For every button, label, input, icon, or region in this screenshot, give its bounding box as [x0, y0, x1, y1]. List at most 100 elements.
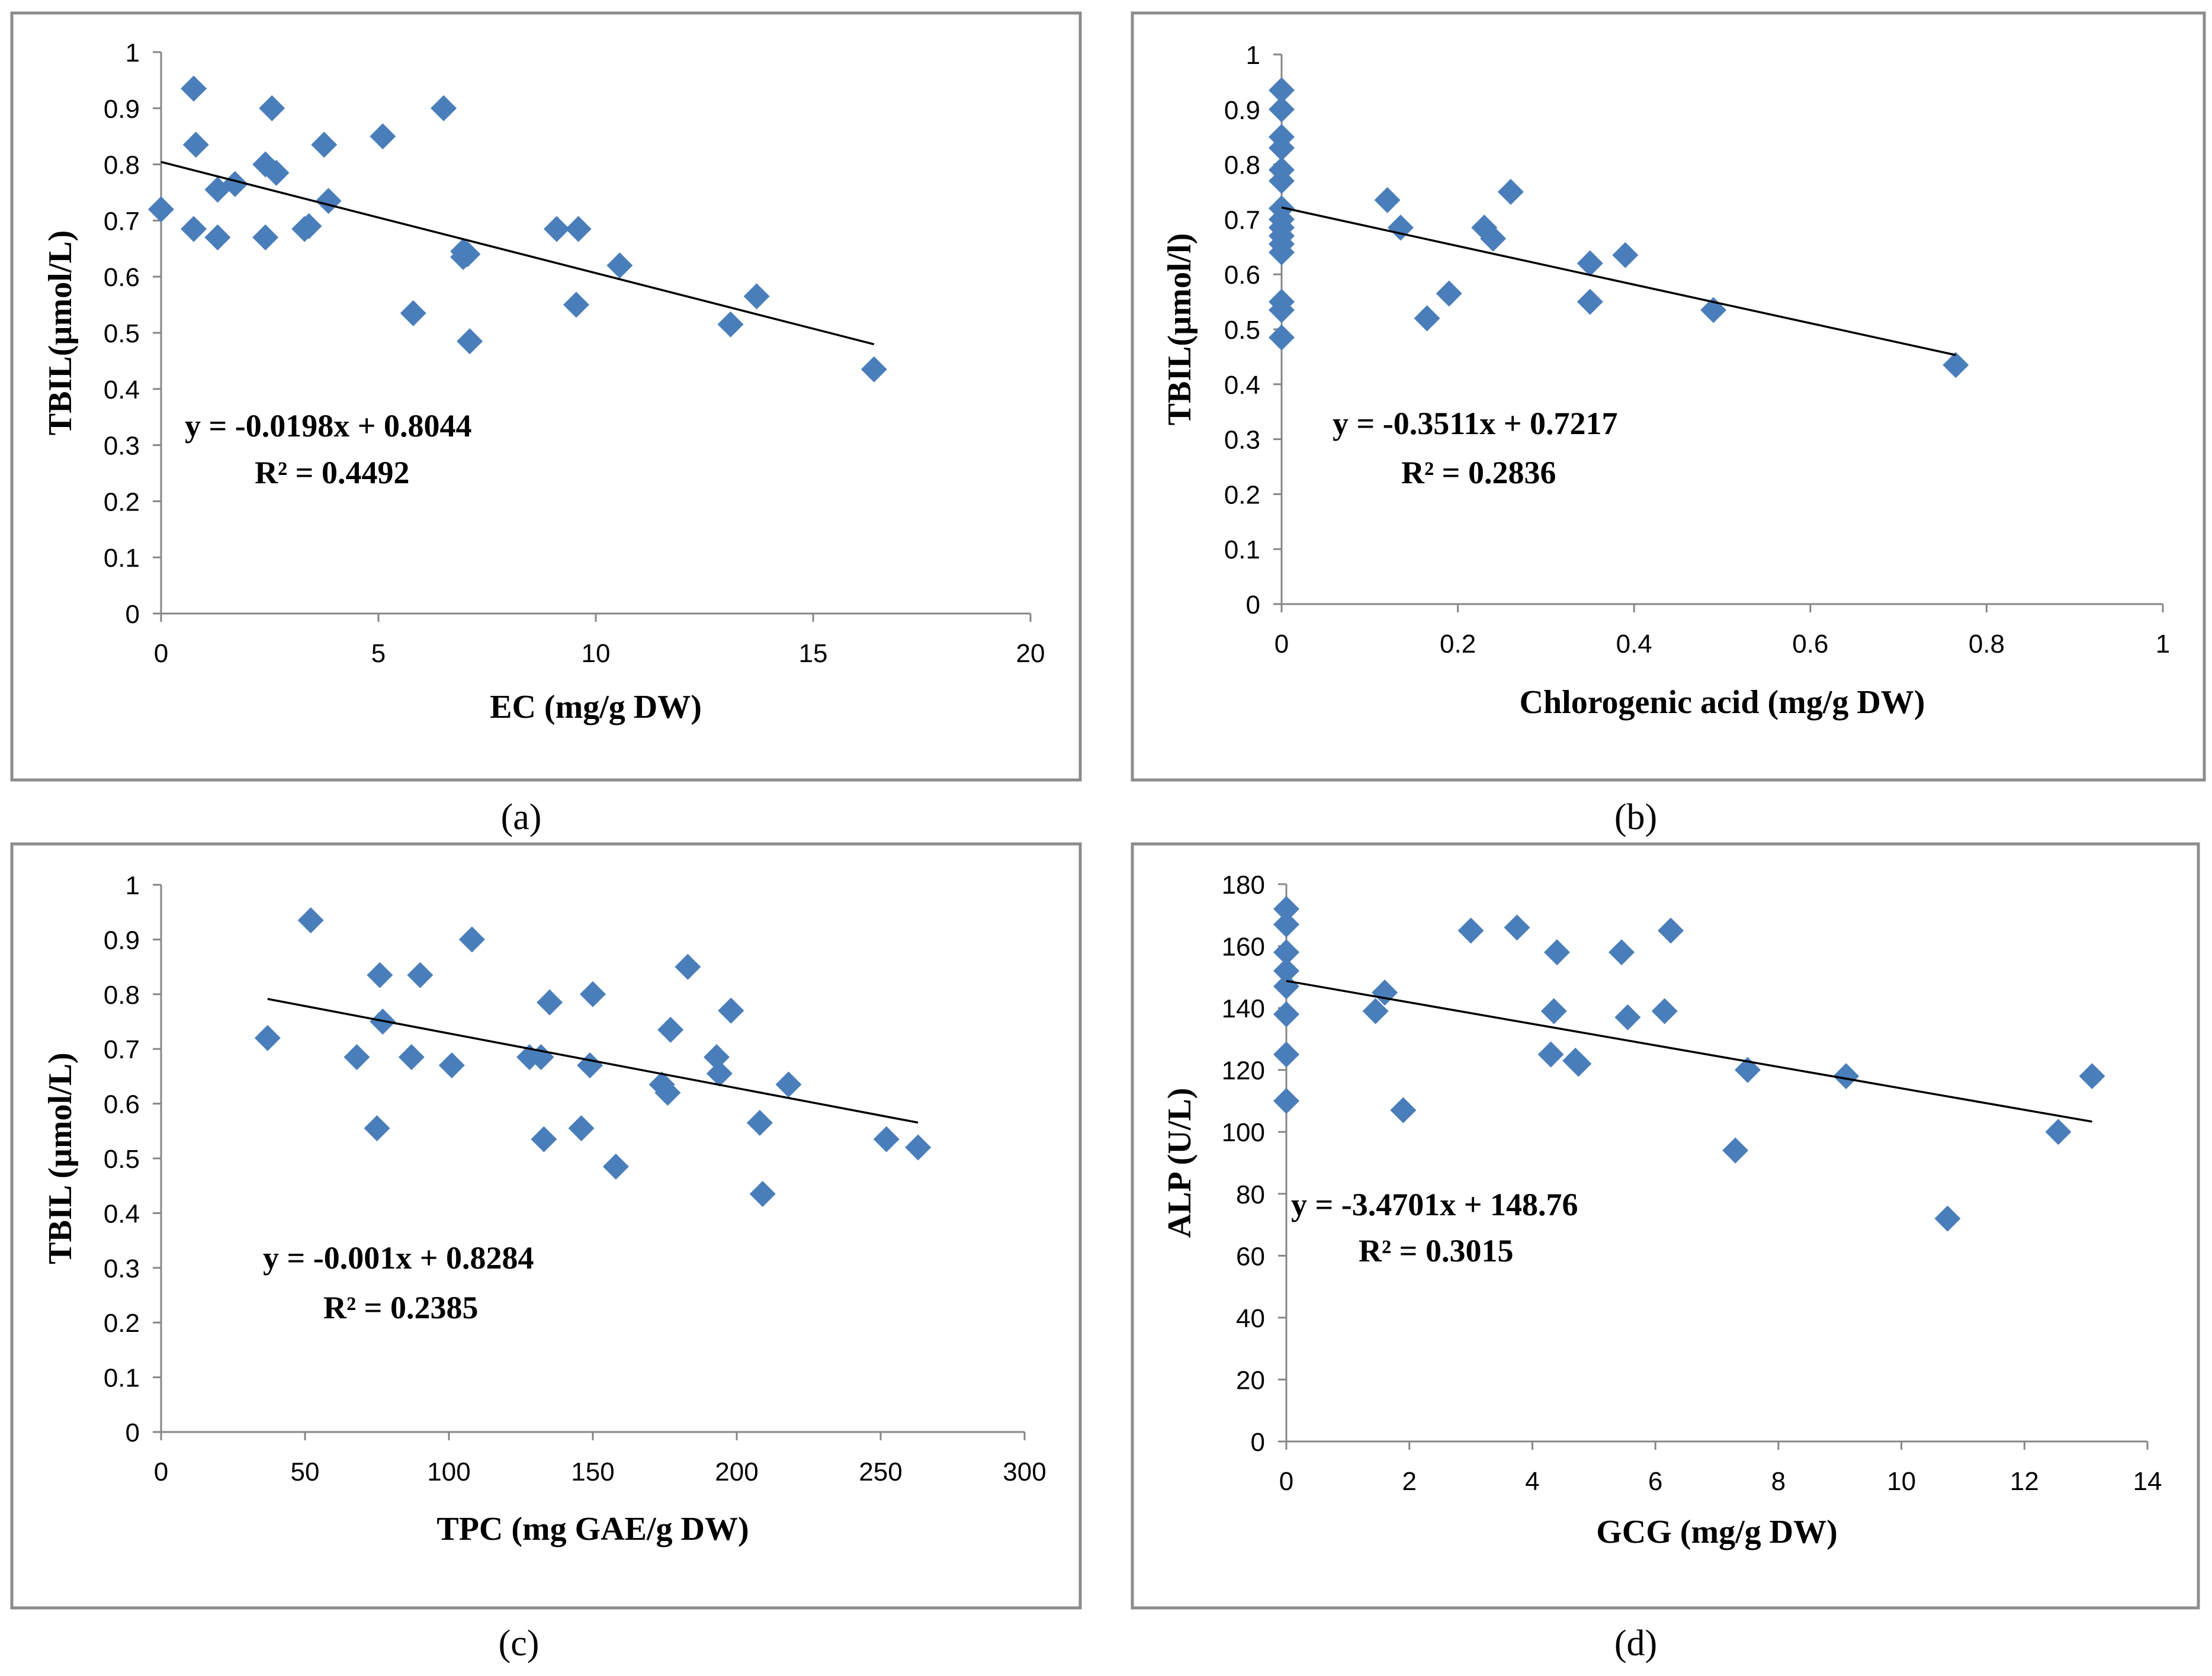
x-tick-label: 4 — [1525, 1467, 1539, 1496]
trendline — [1286, 980, 2092, 1123]
y-tick-label: 0.7 — [1224, 206, 1260, 235]
x-tick-label: 14 — [2133, 1467, 2162, 1496]
data-point — [654, 1080, 681, 1106]
data-point — [458, 926, 485, 953]
data-point — [1269, 297, 1295, 323]
data-point — [457, 328, 483, 355]
data-point — [1722, 1137, 1749, 1164]
x-tick-label: 150 — [571, 1457, 614, 1486]
x-tick-label: 0 — [1274, 630, 1289, 659]
data-point — [1269, 324, 1295, 351]
trendline — [160, 160, 875, 345]
data-point — [400, 300, 426, 326]
x-tick-label: 50 — [291, 1457, 320, 1486]
panel-caption: (a) — [501, 797, 542, 837]
data-point — [1273, 958, 1299, 984]
data-point — [1480, 225, 1507, 252]
y-tick-label: 0.5 — [104, 1145, 140, 1174]
data-point — [148, 196, 174, 223]
data-point — [1390, 1097, 1417, 1123]
y-tick-label: 0.4 — [1224, 371, 1260, 400]
data-point — [1658, 917, 1684, 944]
data-point — [1651, 998, 1678, 1025]
x-tick-label: 300 — [1003, 1457, 1046, 1486]
data-point — [1269, 168, 1295, 194]
data-point — [1537, 1041, 1564, 1068]
y-tick-label: 120 — [1222, 1057, 1265, 1086]
trendline-equation: y = -0.3511x + 0.7217 — [1333, 406, 1618, 441]
y-tick-label: 180 — [1222, 871, 1265, 900]
data-point — [775, 1071, 802, 1098]
y-tick-label: 0.4 — [104, 375, 140, 404]
y-tick-label: 0.1 — [1224, 535, 1260, 564]
x-tick-label: 10 — [582, 639, 611, 668]
y-tick-label: 0.6 — [1224, 261, 1260, 290]
data-point — [1833, 1063, 1860, 1090]
x-tick-label: 250 — [859, 1457, 902, 1486]
y-tick-label: 0 — [126, 1418, 140, 1447]
x-tick-label: 15 — [799, 639, 828, 668]
data-point — [1609, 939, 1635, 966]
data-point — [1273, 895, 1299, 922]
x-tick-label: 100 — [427, 1457, 470, 1486]
x-tick-label: 0 — [154, 1457, 168, 1486]
data-point — [873, 1126, 900, 1152]
y-axis-title: TBIL(µmol/L) — [42, 230, 79, 436]
r-squared: R² = 0.3015 — [1359, 1233, 1513, 1269]
data-point — [675, 953, 701, 980]
data-point — [602, 1153, 629, 1180]
data-point — [1362, 998, 1389, 1025]
y-tick-label: 0.6 — [104, 263, 140, 292]
panel-frame — [1131, 11, 2206, 782]
data-point — [259, 95, 285, 121]
data-point — [580, 981, 606, 1007]
data-point — [1273, 973, 1299, 1000]
y-tick-label: 0 — [1246, 590, 1260, 619]
r-squared: R² = 0.2836 — [1401, 455, 1556, 490]
data-point — [543, 216, 570, 242]
y-tick-label: 1 — [1246, 41, 1260, 70]
panel-frame — [1131, 842, 2200, 1610]
panel-frame — [10, 11, 1082, 782]
x-tick-label: 0.2 — [1440, 630, 1476, 659]
y-tick-label: 1 — [126, 871, 140, 900]
x-axis-title: Chlorogenic acid (mg/g DW) — [1520, 684, 1925, 721]
panel-c: 0 50 100 150 200 250 300 0 0.1 0.2 0.3 0.4 0.5 0.6 0.7… — [10, 842, 1082, 1664]
data-point — [1273, 1087, 1299, 1114]
data-point — [367, 962, 393, 988]
data-point — [565, 216, 592, 242]
y-tick-label: 0.9 — [1224, 96, 1260, 125]
y-tick-label: 0.2 — [104, 487, 140, 516]
data-point — [311, 131, 338, 158]
trendline-equation: y = -3.4701x + 148.76 — [1291, 1187, 1578, 1222]
data-point — [531, 1126, 557, 1152]
data-point — [1577, 288, 1603, 315]
x-tick-label: 6 — [1648, 1467, 1662, 1496]
y-tick-label: 60 — [1236, 1242, 1265, 1271]
data-point — [364, 1115, 390, 1142]
data-point — [861, 356, 887, 383]
panel-caption: (c) — [499, 1623, 540, 1664]
data-point — [454, 241, 481, 268]
data-point — [706, 1060, 733, 1087]
x-axis-title: EC (mg/g DW) — [490, 689, 702, 725]
panel-caption: (d) — [1614, 1623, 1657, 1664]
y-tick-label: 40 — [1236, 1304, 1265, 1333]
y-tick-label: 100 — [1222, 1118, 1265, 1147]
trendline — [267, 998, 919, 1124]
data-point — [181, 75, 207, 102]
data-point — [438, 1052, 465, 1078]
y-tick-label: 0 — [1251, 1428, 1265, 1457]
data-point — [537, 989, 563, 1016]
data-point — [343, 1044, 370, 1071]
data-point — [181, 216, 207, 242]
x-tick-label: 0 — [1279, 1467, 1293, 1496]
y-axis-title: TBIL(µmol/l) — [1161, 233, 1198, 426]
y-tick-label: 0.4 — [104, 1199, 140, 1228]
y-axis-title: TBIL (µmol/L) — [42, 1052, 79, 1264]
y-tick-label: 1 — [126, 38, 140, 68]
data-point — [1269, 206, 1295, 233]
x-axis-title: TPC (mg GAE/g DW) — [436, 1511, 749, 1547]
